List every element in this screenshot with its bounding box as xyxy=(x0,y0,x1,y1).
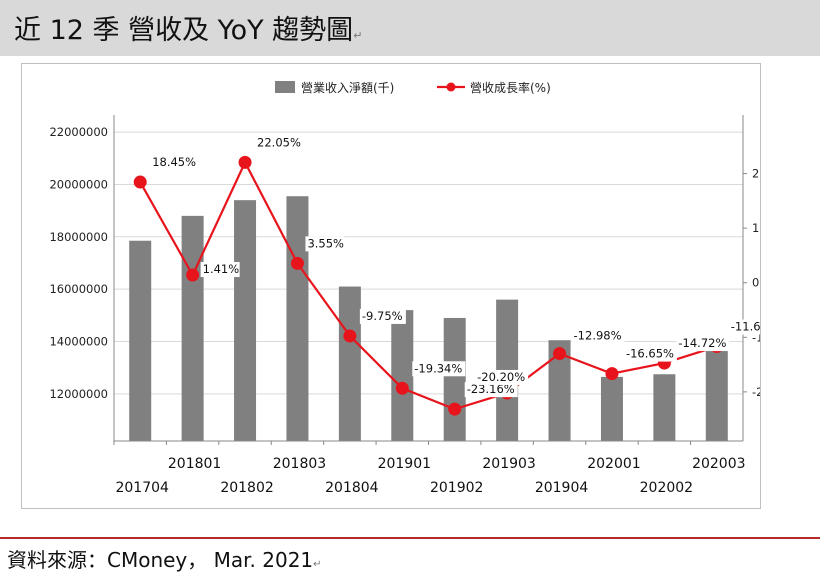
growth-data-label: -11.69% xyxy=(731,320,760,334)
y-right-tick-label: -20.00% xyxy=(752,385,760,399)
revenue-bar xyxy=(286,196,309,441)
growth-data-label: -16.65% xyxy=(626,347,674,361)
revenue-bar xyxy=(234,200,257,441)
y-left-tick-label: 22000000 xyxy=(49,125,108,139)
growth-data-label: 22.05% xyxy=(257,135,301,149)
y-left-tick-label: 14000000 xyxy=(49,335,108,349)
growth-data-label: -20.20% xyxy=(477,370,525,384)
y-left-tick-label: 12000000 xyxy=(49,387,108,401)
data-label-bg xyxy=(571,328,625,344)
growth-point xyxy=(553,347,567,361)
data-label-bg xyxy=(412,361,466,377)
data-label-bg xyxy=(623,346,677,362)
chart-frame: 22000000 20000000 18000000 16000000 14000000… xyxy=(21,63,761,509)
revenue-bar xyxy=(600,376,623,441)
legend-line-marker xyxy=(446,82,456,92)
y-left-tick-label: 20000000 xyxy=(49,177,108,191)
growth-point xyxy=(395,381,409,395)
data-label-bg xyxy=(464,382,518,398)
data-label-bg xyxy=(676,336,730,352)
data-label-bg xyxy=(359,308,406,324)
data-label-bg xyxy=(475,369,529,385)
x-category-label: 201901 xyxy=(378,456,431,472)
paragraph-mark: ↵ xyxy=(353,29,363,42)
revenue-bar xyxy=(653,374,676,441)
x-category-label: 201903 xyxy=(482,456,535,472)
header-band xyxy=(0,0,820,56)
y-left-tick-label: 16000000 xyxy=(49,282,108,296)
y-right-tick-label: -10.00% xyxy=(752,330,760,344)
growth-data-label: 18.45% xyxy=(152,155,196,169)
revenue-bar xyxy=(705,346,728,441)
growth-data-label: -19.34% xyxy=(414,361,462,375)
growth-line xyxy=(139,159,718,411)
data-label-bg xyxy=(200,262,240,278)
data-label-bg xyxy=(728,319,760,335)
growth-point xyxy=(290,256,304,270)
x-category-label: 201804 xyxy=(325,480,379,496)
data-label-bg xyxy=(255,135,302,151)
x-category-label: 202003 xyxy=(692,456,745,472)
x-category-label: 201803 xyxy=(273,456,326,472)
growth-point xyxy=(133,175,147,189)
revenue-bar xyxy=(181,215,204,441)
x-category-label: 201902 xyxy=(430,480,483,496)
revenue-bar xyxy=(548,340,571,441)
growth-point xyxy=(186,268,200,282)
growth-data-label: 1.41% xyxy=(203,262,240,276)
legend-bar-label: 營業收入淨額(千) xyxy=(301,81,394,95)
combo-chart: 22000000 20000000 18000000 16000000 14000000… xyxy=(49,80,760,496)
revenue-bar xyxy=(391,310,414,441)
growth-data-label: 3.55% xyxy=(307,236,344,250)
x-category-label: 201904 xyxy=(535,480,589,496)
growth-point xyxy=(605,367,619,381)
y-right-tick-label: 20.00% xyxy=(752,167,760,181)
growth-data-label: -9.75% xyxy=(362,309,403,323)
growth-data-label: -23.16% xyxy=(467,382,515,396)
y-right-tick-label: 0.00% xyxy=(752,276,760,290)
growth-point xyxy=(238,155,252,169)
x-category-label: 202001 xyxy=(587,456,640,472)
source-note: 資料來源：CMoney， Mar. 2021↵ xyxy=(7,548,322,572)
legend-bar-swatch xyxy=(275,81,295,93)
growth-point xyxy=(448,402,462,416)
y-right-tick-label: 10.00% xyxy=(752,221,760,235)
page-title: 近 12 季 營收及 YoY 趨勢圖↵ xyxy=(14,15,363,46)
revenue-bar xyxy=(443,317,466,441)
y-left-tick-label: 18000000 xyxy=(49,230,108,244)
x-category-label: 201801 xyxy=(168,456,221,472)
paragraph-mark: ↵ xyxy=(313,559,322,570)
revenue-bar xyxy=(338,286,361,441)
x-category-label: 201802 xyxy=(220,480,273,496)
growth-point xyxy=(343,329,357,343)
source-divider xyxy=(0,537,820,539)
growth-data-label: -14.72% xyxy=(678,336,726,350)
data-label-bg xyxy=(305,236,345,252)
x-category-label: 201704 xyxy=(115,480,169,496)
x-category-label: 202002 xyxy=(640,480,693,496)
data-label-bg xyxy=(150,155,197,171)
legend-line-label: 營收成長率(%) xyxy=(470,80,551,95)
revenue-bar xyxy=(129,240,152,441)
growth-data-label: -12.98% xyxy=(574,329,622,343)
